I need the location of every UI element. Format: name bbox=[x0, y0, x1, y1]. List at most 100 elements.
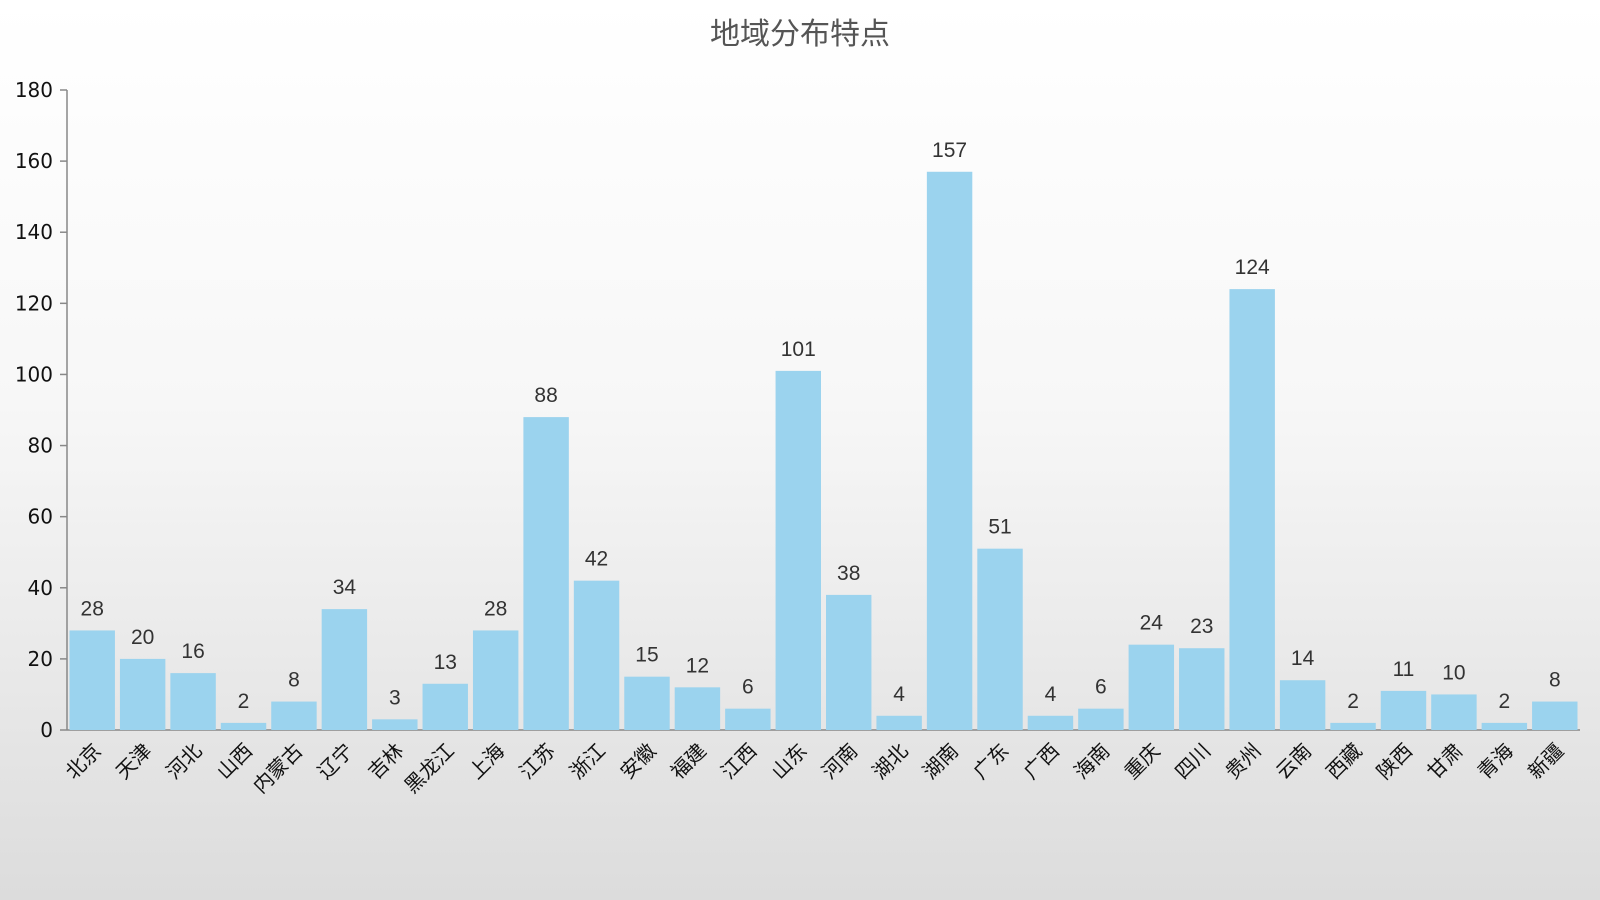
data-label: 2 bbox=[1499, 690, 1511, 713]
bar bbox=[876, 715, 922, 730]
x-tick-label: 陕西 bbox=[1372, 739, 1417, 784]
x-tick-label: 江苏 bbox=[514, 739, 559, 784]
x-tick-label: 贵州 bbox=[1220, 739, 1265, 784]
data-label: 8 bbox=[288, 669, 300, 692]
data-label: 157 bbox=[932, 139, 967, 162]
x-tick-label: 辽宁 bbox=[313, 739, 358, 784]
bar bbox=[523, 417, 569, 730]
x-tick-label: 青海 bbox=[1473, 739, 1518, 784]
bar bbox=[1128, 644, 1175, 730]
bar bbox=[1229, 289, 1275, 730]
bar bbox=[1027, 715, 1074, 730]
data-label: 15 bbox=[635, 644, 658, 667]
data-label: 10 bbox=[1442, 661, 1465, 684]
data-label: 16 bbox=[181, 640, 204, 663]
data-label: 6 bbox=[1095, 676, 1107, 699]
data-label: 11 bbox=[1393, 658, 1415, 681]
data-label: 42 bbox=[585, 548, 608, 571]
x-tick-label: 重庆 bbox=[1120, 739, 1165, 784]
data-label: 20 bbox=[131, 626, 154, 649]
x-tick-label: 河北 bbox=[161, 739, 206, 784]
bar bbox=[1431, 694, 1477, 730]
data-label: 28 bbox=[81, 597, 104, 620]
x-tick-label: 广西 bbox=[1019, 739, 1064, 784]
data-label: 24 bbox=[1140, 612, 1164, 635]
bar bbox=[321, 609, 368, 730]
x-tick-label: 河南 bbox=[817, 739, 862, 784]
x-tick-label: 四川 bbox=[1170, 739, 1215, 784]
data-label: 2 bbox=[238, 690, 250, 713]
y-tick-label: 120 bbox=[15, 291, 53, 315]
bar bbox=[826, 594, 872, 730]
chart-title: 地域分布特点 bbox=[710, 17, 890, 52]
bar bbox=[1380, 690, 1427, 730]
data-label: 23 bbox=[1190, 615, 1213, 638]
x-tick-label: 黑龙江 bbox=[399, 739, 458, 798]
data-label: 88 bbox=[534, 384, 557, 407]
bar bbox=[170, 673, 216, 730]
bar bbox=[1330, 722, 1376, 730]
bar bbox=[220, 722, 267, 730]
x-tick-label: 西藏 bbox=[1321, 739, 1366, 784]
x-tick-label: 吉林 bbox=[363, 739, 408, 784]
x-tick-label: 江西 bbox=[716, 739, 761, 784]
y-tick-label: 20 bbox=[28, 647, 53, 671]
x-tick-label: 浙江 bbox=[565, 739, 610, 784]
y-tick-label: 60 bbox=[28, 505, 53, 529]
y-tick-label: 80 bbox=[28, 434, 53, 458]
bar bbox=[1179, 648, 1225, 730]
x-tick-label: 甘肃 bbox=[1422, 739, 1467, 784]
x-tick-label: 新疆 bbox=[1523, 739, 1568, 784]
data-label: 51 bbox=[988, 516, 1011, 539]
data-label: 14 bbox=[1291, 647, 1315, 670]
data-label: 13 bbox=[434, 651, 457, 674]
x-tick-label: 内蒙古 bbox=[248, 739, 307, 798]
bar bbox=[69, 630, 115, 730]
y-tick-label: 0 bbox=[40, 718, 53, 742]
y-tick-label: 40 bbox=[28, 576, 53, 600]
x-tick-label: 上海 bbox=[464, 739, 509, 784]
x-tick-label: 北京 bbox=[60, 739, 105, 784]
bar bbox=[372, 719, 418, 730]
data-label: 12 bbox=[686, 654, 709, 677]
data-label: 8 bbox=[1549, 669, 1561, 692]
bar bbox=[926, 171, 973, 730]
bars bbox=[69, 171, 1578, 730]
bar bbox=[119, 658, 166, 730]
bar bbox=[725, 708, 771, 730]
x-tick-label: 广东 bbox=[968, 739, 1013, 784]
x-tick-label: 山西 bbox=[212, 739, 257, 784]
x-tick-label: 湖北 bbox=[867, 739, 912, 784]
data-label: 6 bbox=[742, 676, 754, 699]
bar bbox=[775, 370, 821, 730]
x-tick-label: 云南 bbox=[1271, 739, 1316, 784]
bar bbox=[1078, 708, 1124, 730]
x-tick-label: 海南 bbox=[1069, 739, 1114, 784]
bar bbox=[1532, 701, 1578, 730]
data-label: 34 bbox=[333, 576, 357, 599]
y-tick-label: 140 bbox=[15, 220, 53, 244]
bar bbox=[1279, 680, 1326, 730]
y-tick-label: 160 bbox=[15, 149, 53, 173]
data-label: 28 bbox=[484, 597, 507, 620]
data-label: 101 bbox=[781, 338, 816, 361]
x-tick-label: 安徽 bbox=[615, 739, 660, 784]
bar bbox=[422, 683, 468, 730]
bar bbox=[977, 548, 1023, 730]
bar bbox=[674, 687, 721, 730]
bar bbox=[1481, 722, 1528, 730]
x-tick-label: 福建 bbox=[666, 739, 711, 784]
data-label: 2 bbox=[1347, 690, 1359, 713]
y-axis: 0 20 40 60 80 100 120 140 160 180 bbox=[15, 78, 68, 742]
x-tick-label: 湖南 bbox=[918, 739, 963, 784]
bar bbox=[271, 701, 317, 730]
bar bbox=[472, 630, 519, 730]
bar bbox=[624, 676, 670, 730]
x-tick-label: 山东 bbox=[767, 739, 812, 784]
y-tick-label: 100 bbox=[15, 362, 53, 386]
bar bbox=[573, 580, 620, 730]
